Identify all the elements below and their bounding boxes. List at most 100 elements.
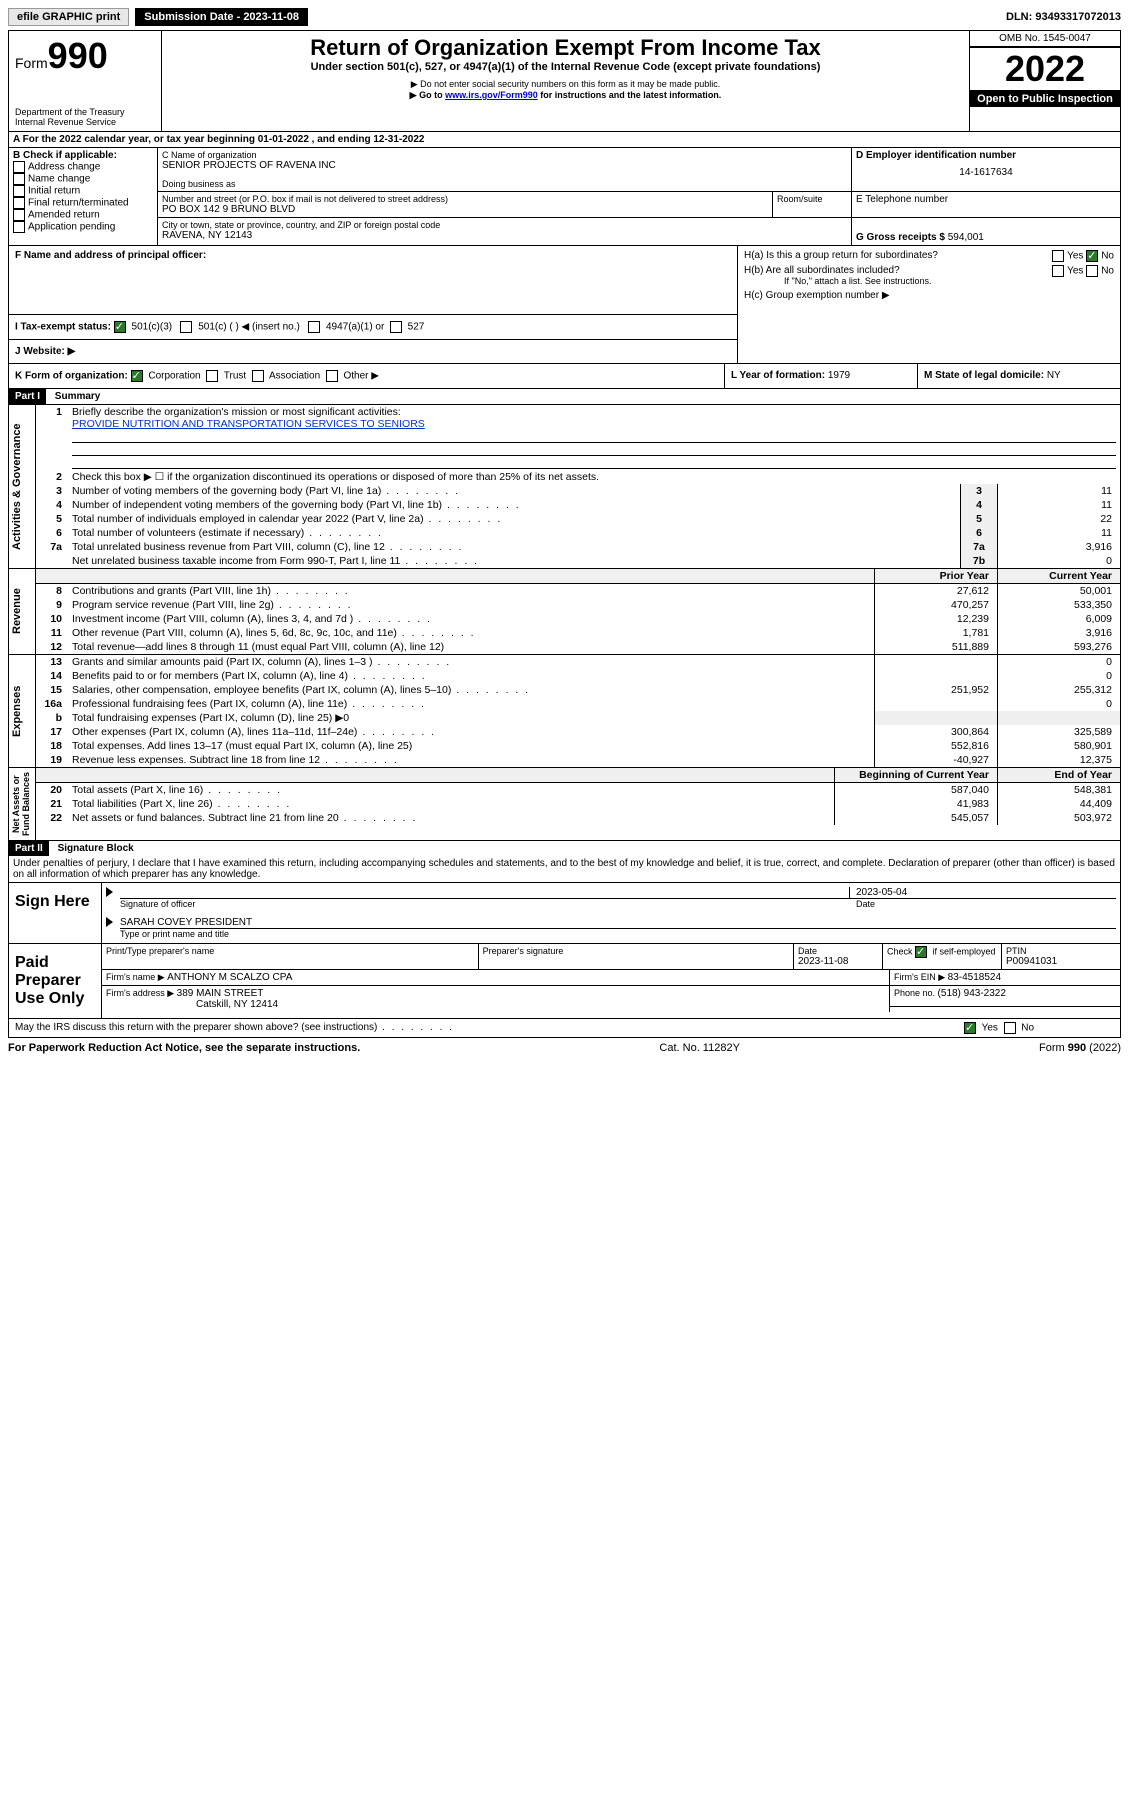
cb-ha-no[interactable] (1086, 250, 1098, 262)
form-container: Form990 Department of the Treasury Inter… (8, 30, 1121, 1038)
hb-yes: Yes (1067, 266, 1083, 277)
e17-text: Other expenses (Part IX, column (A), lin… (68, 725, 875, 739)
e16b-curr (998, 711, 1121, 725)
cb-self-employed[interactable] (915, 946, 927, 958)
side-activities: Activities & Governance (9, 405, 36, 568)
cb-discuss-yes[interactable] (964, 1022, 976, 1034)
sign-here-block: Sign Here 2023-05-04 Signature of office… (9, 882, 1120, 943)
form-subtitle-2: ▶ Do not enter social security numbers o… (168, 79, 963, 90)
efile-button[interactable]: efile GRAPHIC print (8, 8, 129, 26)
cb-trust[interactable] (206, 370, 218, 382)
dln-label: DLN: 93493317072013 (1006, 11, 1121, 23)
r11-no: 11 (36, 626, 68, 640)
box-b: B Check if applicable: Address change Na… (9, 148, 158, 245)
f-label: F Name and address of principal officer: (15, 250, 206, 261)
opt-address-change: Address change (28, 162, 100, 173)
e16a-curr: 0 (998, 697, 1121, 711)
expenses-table: 13Grants and similar amounts paid (Part … (36, 655, 1120, 767)
e14-no: 14 (36, 669, 68, 683)
part1-title: Summary (55, 391, 101, 402)
l1-text: PROVIDE NUTRITION AND TRANSPORTATION SER… (72, 418, 425, 430)
netassets-table: Beginning of Current YearEnd of Year 20T… (36, 768, 1120, 825)
box-l: L Year of formation: 1979 (725, 364, 918, 388)
firm-phone: (518) 943-2322 (938, 988, 1006, 999)
firm-name: ANTHONY M SCALZO CPA (167, 972, 292, 983)
form-prefix: Form (15, 55, 48, 71)
e14-curr: 0 (998, 669, 1121, 683)
cb-4947[interactable] (308, 321, 320, 333)
l1-label: Briefly describe the organization's miss… (72, 406, 401, 418)
part2-title: Signature Block (58, 843, 134, 854)
form-header: Form990 Department of the Treasury Inter… (9, 31, 1120, 132)
e18-prior: 552,816 (875, 739, 998, 753)
e16a-no: 16a (36, 697, 68, 711)
goto-prefix: ▶ Go to (410, 90, 445, 100)
e16b-prior (875, 711, 998, 725)
cb-501c3[interactable] (114, 321, 126, 333)
m-label: M State of legal domicile: (924, 370, 1047, 381)
prep-date-label: Date (798, 946, 878, 956)
cb-ha-yes[interactable] (1052, 250, 1064, 262)
opt-501c: 501(c) ( ) ◀ (insert no.) (198, 322, 300, 333)
hb-no: No (1101, 266, 1114, 277)
ptin-label: PTIN (1006, 946, 1116, 956)
r8-curr: 50,001 (998, 584, 1121, 599)
form-number: 990 (48, 35, 108, 76)
ein-label: D Employer identification number (856, 150, 1116, 161)
l7b-text: Net unrelated business taxable income fr… (68, 554, 961, 568)
cb-hb-yes[interactable] (1052, 265, 1064, 277)
l6-box: 6 (961, 526, 998, 540)
name-type-label: Type or print name and title (120, 929, 229, 939)
n20-curr: 548,381 (998, 783, 1121, 798)
addr-label: Number and street (or P.O. box if mail i… (162, 194, 448, 204)
firm-addr1: 389 MAIN STREET (177, 988, 264, 999)
e18-no: 18 (36, 739, 68, 753)
prep-name-label: Print/Type preparer's name (106, 946, 474, 956)
e14-prior (875, 669, 998, 683)
l3-box: 3 (961, 484, 998, 498)
cb-final-return[interactable] (13, 197, 25, 209)
cb-amended[interactable] (13, 209, 25, 221)
part2-header: Part II Signature Block (9, 841, 1120, 856)
firm-phone-label: Phone no. (894, 988, 938, 998)
n22-prior: 545,057 (835, 811, 998, 825)
footer-left: For Paperwork Reduction Act Notice, see … (8, 1042, 360, 1054)
sign-date-value: 2023-05-04 (850, 887, 1116, 899)
col-begin: Beginning of Current Year (835, 768, 998, 783)
cb-initial-return[interactable] (13, 185, 25, 197)
cb-assoc[interactable] (252, 370, 264, 382)
cb-hb-no[interactable] (1086, 265, 1098, 277)
opt-name-change: Name change (28, 174, 90, 185)
cb-address-change[interactable] (13, 161, 25, 173)
footer-right: Form 990 (2022) (1039, 1042, 1121, 1054)
r12-text: Total revenue—add lines 8 through 11 (mu… (68, 640, 875, 654)
cb-527[interactable] (390, 321, 402, 333)
r10-text: Investment income (Part VIII, column (A)… (68, 612, 875, 626)
ha-no: No (1101, 251, 1114, 262)
n20-no: 20 (36, 783, 68, 798)
form-title: Return of Organization Exempt From Incom… (168, 35, 963, 61)
page-footer: For Paperwork Reduction Act Notice, see … (8, 1042, 1121, 1054)
e16a-prior (875, 697, 998, 711)
e13-no: 13 (36, 655, 68, 669)
cb-app-pending[interactable] (13, 221, 25, 233)
cb-discuss-no[interactable] (1004, 1022, 1016, 1034)
paid-preparer-label: Paid Preparer Use Only (9, 944, 102, 1018)
cb-name-change[interactable] (13, 173, 25, 185)
opt-app-pending: Application pending (28, 222, 115, 233)
l7a-box: 7a (961, 540, 998, 554)
ein-value: 14-1617634 (856, 167, 1116, 178)
j-label: J Website: ▶ (15, 346, 75, 357)
sig-officer-label: Signature of officer (120, 899, 850, 909)
e13-prior (875, 655, 998, 669)
col-prior: Prior Year (875, 569, 998, 584)
n20-text: Total assets (Part X, line 16) (68, 783, 835, 798)
form990-link[interactable]: www.irs.gov/Form990 (445, 90, 538, 100)
cb-other[interactable] (326, 370, 338, 382)
irs-label: Internal Revenue Service (15, 117, 155, 127)
e19-curr: 12,375 (998, 753, 1121, 767)
cb-501c[interactable] (180, 321, 192, 333)
cb-corp[interactable] (131, 370, 143, 382)
ptin-value: P00941031 (1006, 956, 1116, 967)
r10-prior: 12,239 (875, 612, 998, 626)
